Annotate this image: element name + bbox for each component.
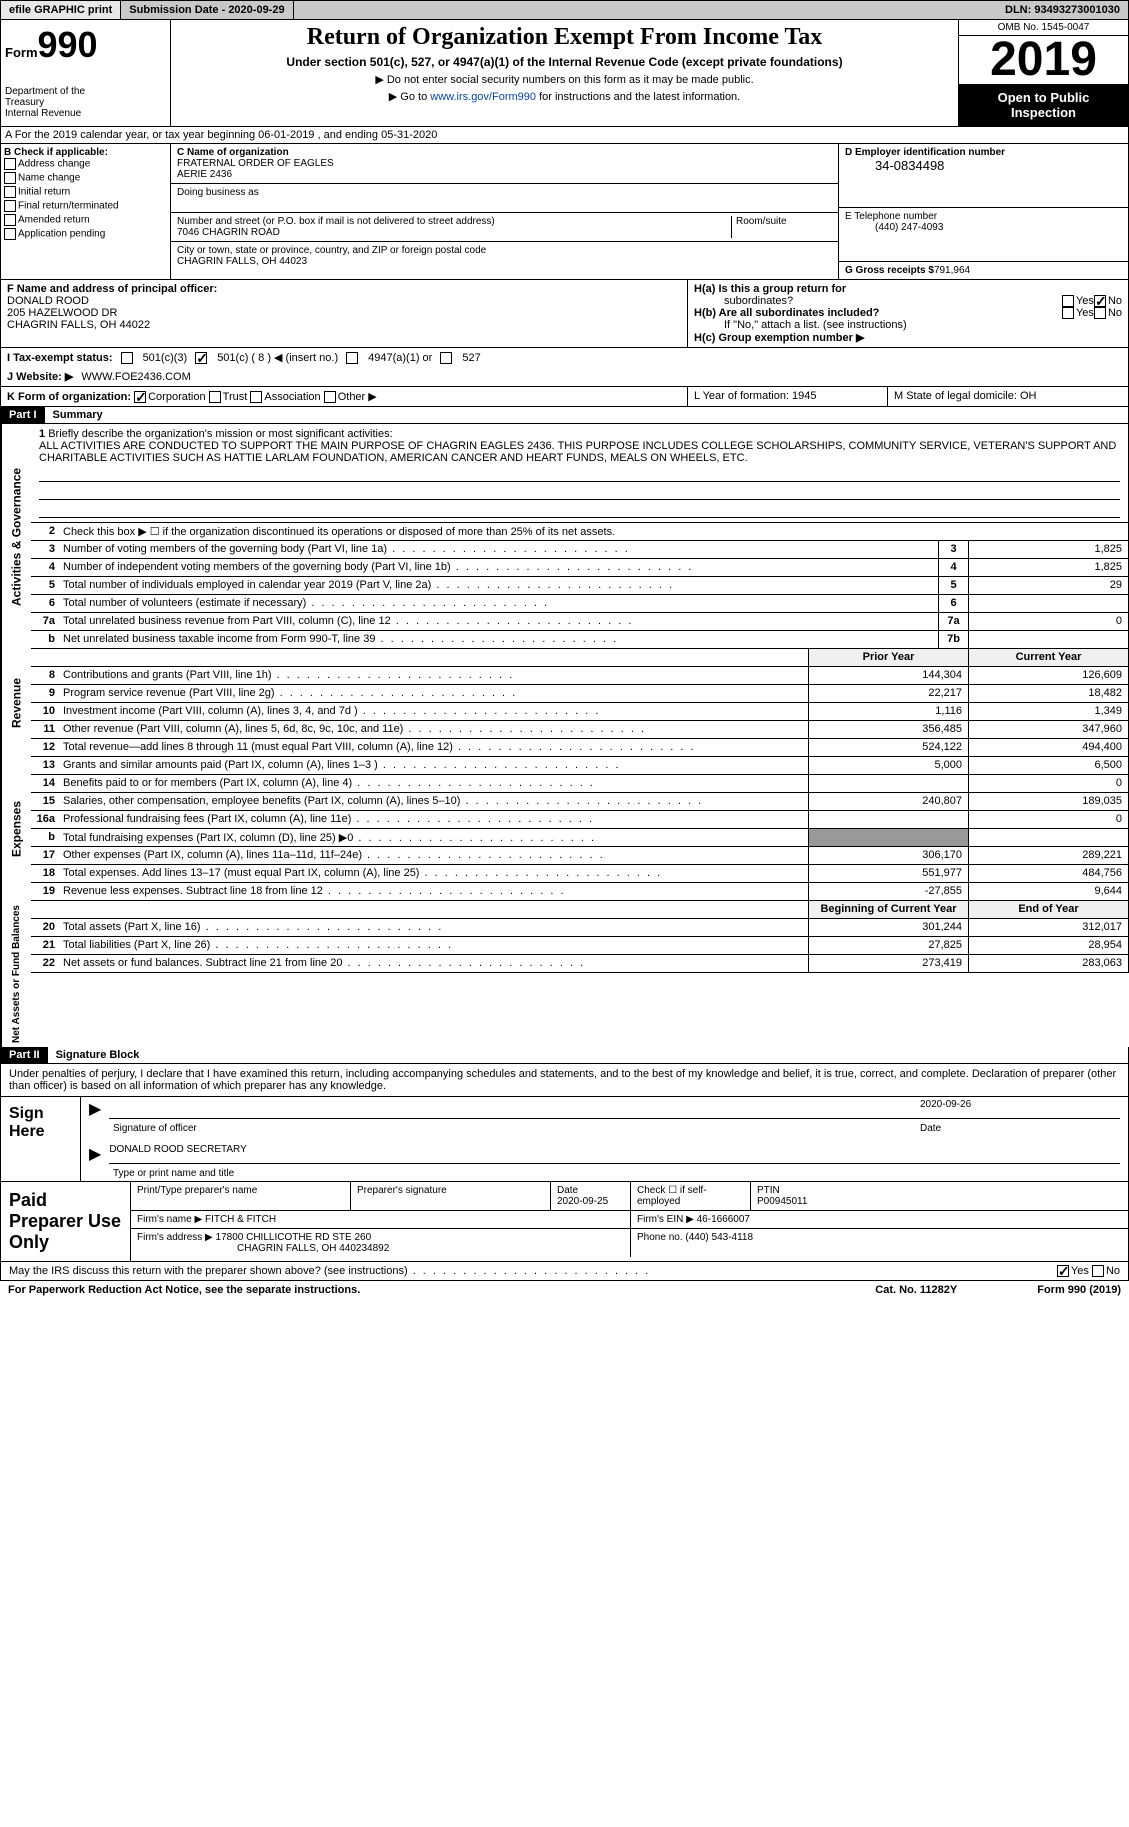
line-6: 6Total number of volunteers (estimate if… (31, 595, 1129, 613)
part2-title: Signature Block (48, 1047, 148, 1063)
sign-here-label: Sign Here (1, 1097, 81, 1181)
l-year: L Year of formation: 1945 (688, 387, 888, 406)
line-10: 10Investment income (Part VIII, column (… (31, 703, 1129, 721)
irs-link[interactable]: www.irs.gov/Form990 (430, 91, 536, 103)
discuss-row: May the IRS discuss this return with the… (0, 1262, 1129, 1281)
na-header: Beginning of Current YearEnd of Year (31, 901, 1129, 919)
line-8: 8Contributions and grants (Part VIII, li… (31, 667, 1129, 685)
efile-btn[interactable]: efile GRAPHIC print (1, 1, 121, 19)
note-link: ▶ Go to www.irs.gov/Form990 for instruct… (175, 90, 954, 103)
tax-exempt-status: I Tax-exempt status: 501(c)(3) 501(c) ( … (0, 348, 1129, 367)
open-public-badge: Open to Public Inspection (959, 84, 1128, 126)
mission-block: 1 Briefly describe the organization's mi… (31, 424, 1129, 523)
line-20: 20Total assets (Part X, line 16)301,2443… (31, 919, 1129, 937)
dept-treasury: Department of theTreasuryInternal Revenu… (5, 86, 166, 119)
rev-header: Prior YearCurrent Year (31, 649, 1129, 667)
box-f: F Name and address of principal officer:… (1, 280, 688, 347)
m-state: M State of legal domicile: OH (888, 387, 1128, 406)
side-expenses: Expenses (1, 757, 31, 901)
side-revenue: Revenue (1, 649, 31, 757)
part2-header: Part II (1, 1047, 48, 1063)
dln: DLN: 93493273001030 (997, 1, 1128, 19)
form-header: Form990 Department of theTreasuryInterna… (0, 20, 1129, 127)
form-title: Return of Organization Exempt From Incom… (175, 24, 954, 51)
box-b: B Check if applicable: Address change Na… (1, 144, 171, 279)
paid-preparer-label: Paid Preparer Use Only (1, 1182, 131, 1261)
line-22: 22Net assets or fund balances. Subtract … (31, 955, 1129, 973)
note-ssn: ▶ Do not enter social security numbers o… (175, 73, 954, 86)
line-b: bNet unrelated business taxable income f… (31, 631, 1129, 649)
tax-year: 2019 (959, 36, 1128, 84)
footer: For Paperwork Reduction Act Notice, see … (0, 1281, 1129, 1299)
line-16a: 16aProfessional fundraising fees (Part I… (31, 811, 1129, 829)
box-h: H(a) Is this a group return for subordin… (688, 280, 1128, 347)
form-subtitle: Under section 501(c), 527, or 4947(a)(1)… (175, 55, 954, 69)
line-21: 21Total liabilities (Part X, line 26)27,… (31, 937, 1129, 955)
form-number: Form990 (5, 24, 166, 66)
part1-title: Summary (45, 407, 111, 423)
box-c: C Name of organization FRATERNAL ORDER O… (171, 144, 838, 279)
side-governance: Activities & Governance (1, 424, 31, 649)
side-netassets: Net Assets or Fund Balances (1, 901, 31, 1047)
line-2: 2Check this box ▶ ☐ if the organization … (31, 523, 1129, 541)
ein-value: 34-0834498 (845, 158, 1122, 173)
line-15: 15Salaries, other compensation, employee… (31, 793, 1129, 811)
website-row: J Website: ▶WWW.FOE2436.COM (0, 367, 1129, 387)
line-3: 3Number of voting members of the governi… (31, 541, 1129, 559)
submission-date: Submission Date - 2020-09-29 (121, 1, 293, 19)
line-9: 9Program service revenue (Part VIII, lin… (31, 685, 1129, 703)
topbar: efile GRAPHIC print Submission Date - 20… (0, 0, 1129, 20)
part1-header: Part I (1, 407, 45, 423)
row-a-period: A For the 2019 calendar year, or tax yea… (0, 127, 1129, 144)
line-12: 12Total revenue—add lines 8 through 11 (… (31, 739, 1129, 757)
k-org: K Form of organization: Corporation Trus… (1, 387, 688, 406)
box-d: D Employer identification number 34-0834… (838, 144, 1128, 279)
line-17: 17Other expenses (Part IX, column (A), l… (31, 847, 1129, 865)
line-b: bTotal fundraising expenses (Part IX, co… (31, 829, 1129, 847)
line-4: 4Number of independent voting members of… (31, 559, 1129, 577)
line-11: 11Other revenue (Part VIII, column (A), … (31, 721, 1129, 739)
line-19: 19Revenue less expenses. Subtract line 1… (31, 883, 1129, 901)
line-7a: 7aTotal unrelated business revenue from … (31, 613, 1129, 631)
line-14: 14Benefits paid to or for members (Part … (31, 775, 1129, 793)
line-5: 5Total number of individuals employed in… (31, 577, 1129, 595)
declaration: Under penalties of perjury, I declare th… (1, 1064, 1128, 1096)
line-13: 13Grants and similar amounts paid (Part … (31, 757, 1129, 775)
line-18: 18Total expenses. Add lines 13–17 (must … (31, 865, 1129, 883)
